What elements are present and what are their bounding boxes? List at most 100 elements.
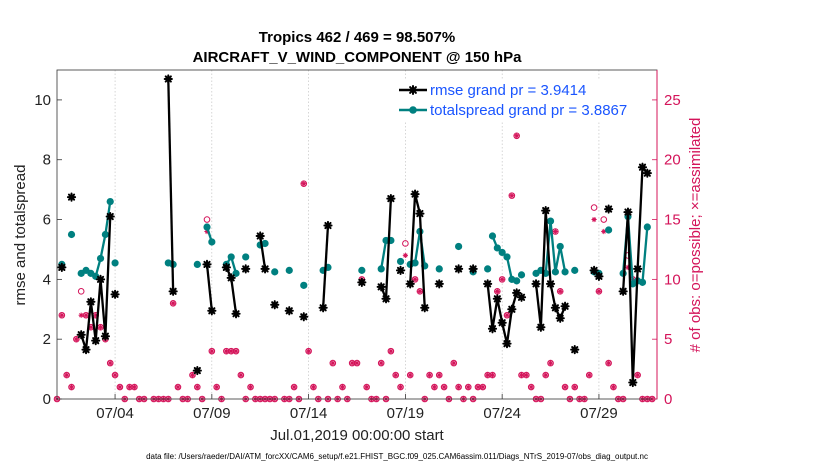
- obs-assimilated-point: [518, 372, 525, 378]
- obs-assimilated-point: [572, 384, 578, 390]
- rmse-point: [105, 211, 115, 222]
- totalspread-point: [503, 253, 511, 261]
- obs-assimilated-point: [586, 372, 592, 378]
- rmse-point: [633, 264, 643, 274]
- totalspread-point: [300, 281, 308, 289]
- rmse-line: [205, 264, 213, 311]
- rmse-point: [284, 306, 294, 316]
- footer-data-file: data file: /Users/raeder/DAI/ATM_forcXX/…: [146, 452, 648, 461]
- obs-possible-point: [513, 132, 520, 140]
- obs-assimilated-point: [238, 372, 244, 378]
- obs-possible-point: [527, 383, 535, 391]
- obs-possible-point: [290, 383, 298, 391]
- totalspread-point: [517, 271, 526, 279]
- rmse-point: [512, 288, 522, 298]
- rmse-point: [192, 365, 202, 376]
- obs-assimilated-point: [635, 372, 641, 378]
- chart-title-line1: Tropics 462 / 469 = 98.507%: [259, 29, 455, 46]
- obs-assimilated-point: [93, 312, 99, 318]
- rmse-point: [434, 279, 444, 289]
- obs-assimilated-point: [83, 312, 89, 318]
- totalspread-point: [513, 277, 521, 285]
- totalspread-point: [498, 248, 506, 257]
- rmse-point: [91, 336, 101, 346]
- obs-possible-point: [300, 180, 308, 187]
- rmse-point: [623, 207, 633, 217]
- rmse-point: [241, 264, 251, 274]
- rmse-point: [405, 279, 415, 289]
- obs-possible-point: [73, 335, 80, 343]
- obs-assimilated-point: [407, 372, 413, 378]
- x-tick-label: 07/04: [96, 405, 134, 422]
- obs-possible-point: [547, 359, 554, 367]
- rmse-point: [536, 322, 546, 332]
- obs-assimilated-point: [310, 384, 317, 390]
- obs-possible-point: [416, 288, 424, 295]
- y-left-tick-label: 10: [34, 92, 51, 109]
- legend-rmse-star: [408, 85, 418, 95]
- obs-possible-point: [498, 276, 506, 283]
- totalspread-point: [193, 260, 201, 269]
- obs-possible-point: [542, 371, 550, 379]
- rmse-point: [454, 264, 464, 274]
- rmse-point: [299, 312, 309, 322]
- rmse-point: [604, 204, 614, 214]
- obs-possible-point: [208, 347, 216, 355]
- obs-possible-point: [68, 383, 75, 391]
- obs-assimilated-point: [523, 372, 529, 378]
- obs-possible-point: [406, 371, 414, 379]
- totalspread-point: [271, 268, 279, 276]
- rmse-point: [415, 208, 425, 219]
- obs-possible-point: [402, 240, 409, 247]
- obs-assimilated-point: [291, 384, 297, 390]
- rmse-point: [260, 264, 270, 274]
- obs-assimilated-point: [489, 372, 496, 378]
- rmse-point: [81, 345, 91, 355]
- obs-possible-point: [305, 347, 312, 355]
- obs-assimilated-point: [431, 384, 438, 390]
- totalspread-point: [551, 268, 559, 276]
- obs-possible-point: [571, 383, 579, 391]
- obs-possible-point: [561, 383, 569, 391]
- y-axis-label-right: # of obs: o=possible; ×=assimilated: [687, 118, 704, 353]
- y-left-tick-label: 2: [43, 331, 51, 348]
- obs-assimilated-point: [170, 300, 176, 306]
- plot-area: [57, 70, 657, 399]
- y-left-tick-label: 8: [43, 152, 51, 169]
- y-left-tick-label: 6: [43, 212, 51, 229]
- obs-assimilated-point: [68, 384, 75, 390]
- rmse-point: [66, 192, 77, 202]
- obs-possible-point: [494, 288, 501, 295]
- rmse-point: [628, 377, 638, 388]
- totalspread-point: [484, 265, 492, 273]
- obs-possible-point: [189, 371, 196, 379]
- x-tick-label: 07/24: [483, 405, 521, 422]
- rmse-point: [57, 262, 67, 272]
- totalspread-point: [358, 266, 366, 274]
- obs-assimilated-point: [301, 181, 307, 187]
- obs-assimilated-point: [441, 384, 447, 390]
- obs-assimilated-point: [175, 384, 181, 390]
- rmse-point: [376, 282, 386, 292]
- totalspread-point: [111, 259, 119, 267]
- y-right-tick-label: 5: [664, 331, 672, 348]
- y-axis-label-left: rmse and totalspread: [12, 165, 29, 306]
- totalspread-point: [638, 278, 647, 286]
- obs-possible-point: [431, 383, 438, 391]
- obs-possible-point: [363, 383, 370, 391]
- rmse-point: [594, 271, 604, 281]
- obs-assimilated-point: [393, 372, 399, 378]
- obs-assimilated-point: [306, 348, 312, 354]
- obs-possible-point: [392, 371, 400, 379]
- obs-assimilated-point: [451, 360, 457, 366]
- obs-possible-point: [63, 371, 70, 379]
- x-axis-label: Jul.01,2019 00:00:00 start: [270, 427, 444, 444]
- grid-layer: [114, 70, 600, 399]
- obs-assimilated-point: [625, 264, 631, 270]
- obs-assimilated-point: [339, 384, 346, 390]
- obs-possible-point: [111, 371, 119, 379]
- obs-assimilated-point: [504, 312, 510, 318]
- axis-layer: 07/04 07/09 07/14 07/19 07/24 07/29 0 2 4 6 8 10 0 5 1…: [34, 92, 680, 422]
- obs-possible-point: [440, 383, 448, 391]
- legend-box: [396, 79, 607, 121]
